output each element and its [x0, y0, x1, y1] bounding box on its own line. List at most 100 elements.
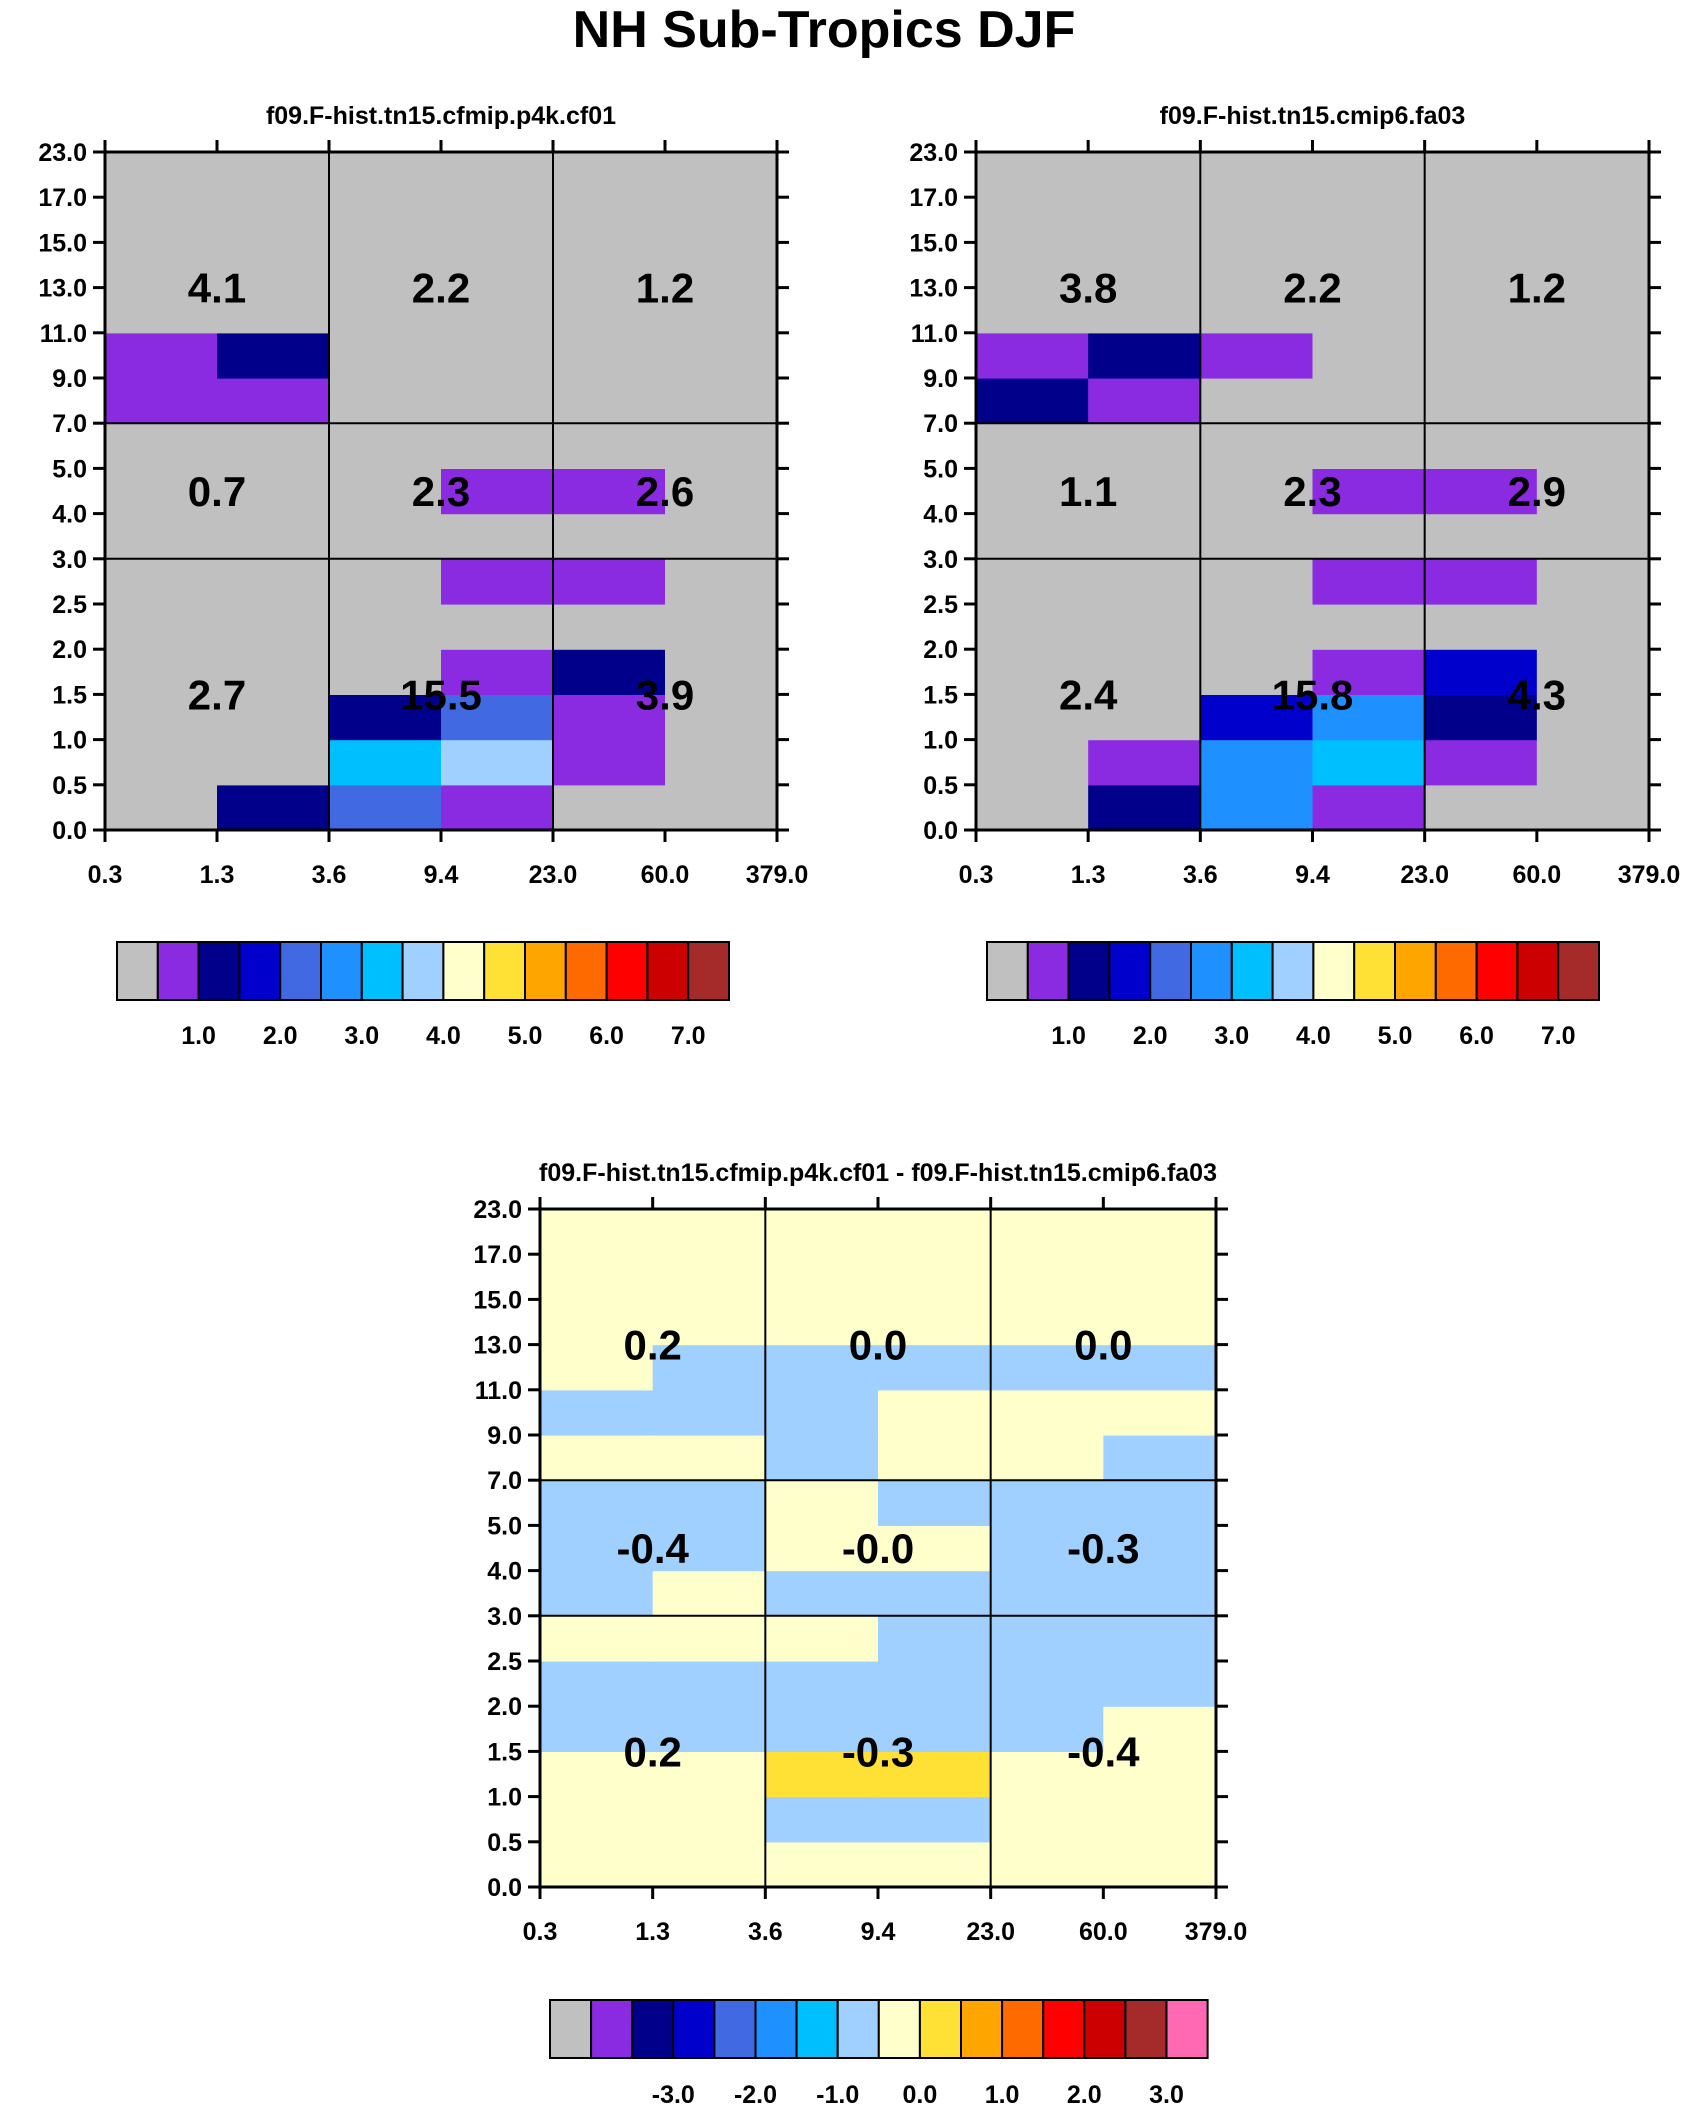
- heatmap-cell: [553, 468, 666, 515]
- colorbar-box: [524, 941, 567, 1001]
- heatmap-cell: [441, 513, 554, 560]
- heatmap-cell: [765, 1209, 879, 1255]
- region-value-label: 0.2: [623, 1322, 681, 1369]
- colorbar-label: 1.0: [1051, 1022, 1086, 1050]
- heatmap-cell: [441, 604, 554, 650]
- heatmap-cell: [652, 1344, 766, 1391]
- heatmap-cell: [1103, 1570, 1217, 1617]
- heatmap-cell: [878, 1615, 992, 1662]
- y-tick-label: 11.0: [475, 1377, 522, 1405]
- region-value-label: 1.1: [1059, 468, 1117, 515]
- y-tick-label: 4.0: [923, 501, 958, 529]
- figure-title: NH Sub-Tropics DJF: [573, 1, 1076, 59]
- heatmap-cell: [1312, 423, 1426, 469]
- colorbar-box: [442, 941, 486, 1001]
- heatmap-cell: [105, 558, 218, 605]
- heatmap-cell: [1312, 287, 1426, 334]
- heatmap-cell: [1103, 1706, 1217, 1752]
- heatmap-cell: [329, 332, 442, 379]
- y-tick-label: 1.0: [923, 727, 958, 755]
- heatmap-cell: [1312, 152, 1426, 198]
- heatmap-cell: [990, 1841, 1104, 1888]
- colorbar-box: [197, 941, 241, 1001]
- panels: f09.F-hist.tn15.cfmip.p4k.cf01 2.7 15.5 3.9…: [38, 102, 1680, 2109]
- heatmap-cell: [1536, 378, 1650, 424]
- colorbar-box: [918, 1999, 963, 2059]
- y-tick-label: 7.0: [487, 1467, 522, 1495]
- y-tick-label: 13.0: [909, 275, 958, 303]
- heatmap-cell: [217, 649, 330, 695]
- heatmap-cell: [441, 649, 554, 695]
- colorbar-box: [590, 1999, 634, 2059]
- heatmap-cell: [441, 378, 554, 424]
- region-value-label: 2.6: [636, 468, 694, 515]
- heatmap-cell: [217, 378, 330, 424]
- heatmap-cell: [1536, 468, 1650, 515]
- heatmap-cell: [990, 1570, 1104, 1617]
- heatmap-cell: [765, 1525, 879, 1572]
- y-tick-label: 3.0: [923, 546, 958, 574]
- heatmap-cell: [441, 197, 554, 243]
- heatmap-cell: [976, 649, 1089, 695]
- colorbar-box: [877, 1999, 921, 2059]
- heatmap-cell: [553, 558, 666, 605]
- heatmap-cell: [1088, 604, 1201, 650]
- colorbar-box: [986, 941, 1029, 1001]
- heatmap-cell: [1312, 784, 1426, 831]
- heatmap-cell: [441, 784, 554, 831]
- heatmap-cell: [652, 1751, 766, 1798]
- region-value-label: 15.8: [1272, 671, 1354, 718]
- heatmap-cell: [553, 694, 666, 741]
- heatmap-cell: [1312, 649, 1426, 695]
- x-tick-label: 379.0: [1185, 1918, 1248, 1946]
- region-value-label: 1.2: [1508, 265, 1566, 312]
- region-value-label: -0.4: [616, 1525, 689, 1572]
- heatmap-cell: [1424, 739, 1538, 786]
- heatmap-cell: [1312, 513, 1426, 560]
- heatmap-cell: [1103, 1796, 1217, 1843]
- heatmap-cell: [1088, 332, 1201, 379]
- heatmap-cell: [665, 604, 778, 650]
- heatmap-cell: [217, 604, 330, 650]
- y-tick-label: 15.0: [909, 229, 958, 257]
- heatmap-cell: [1536, 784, 1650, 831]
- x-tick-label: 60.0: [1079, 1918, 1128, 1946]
- region-value-label: 0.0: [1074, 1322, 1132, 1369]
- y-tick-label: 17.0: [909, 184, 958, 212]
- heatmap-cell: [329, 739, 442, 786]
- heatmap-cell: [665, 152, 778, 198]
- heatmap-cell: [878, 1209, 992, 1255]
- heatmap-cell: [217, 423, 330, 469]
- colorbar-label: 1.0: [181, 1022, 216, 1050]
- y-tick-label: 5.0: [487, 1512, 522, 1540]
- colorbar-box: [1067, 941, 1111, 1001]
- heatmap-cell: [990, 1751, 1104, 1798]
- heatmap-cell: [1312, 694, 1426, 741]
- heatmap-cell: [1088, 378, 1201, 424]
- colorbar-box: [279, 941, 323, 1001]
- colorbar-box: [1230, 941, 1274, 1001]
- heatmap-cell: [976, 558, 1089, 605]
- y-tick-label: 2.5: [923, 591, 958, 619]
- heatmap-cell: [1200, 378, 1314, 424]
- heatmap-cell: [990, 1389, 1104, 1436]
- heatmap-cell: [217, 152, 330, 198]
- heatmap-cell: [990, 1435, 1104, 1481]
- heatmap-cell: [1536, 739, 1650, 786]
- heatmap-cell: [553, 513, 666, 560]
- heatmap-cell: [540, 1435, 654, 1481]
- heatmap-cell: [652, 1706, 766, 1752]
- y-tick-label: 23.0: [473, 1196, 522, 1224]
- x-tick-label: 0.3: [959, 861, 994, 889]
- heatmap-cell: [553, 242, 666, 289]
- heatmap-cell: [217, 513, 330, 560]
- colorbar-label: 0.0: [903, 2081, 938, 2109]
- heatmap-cell: [665, 784, 778, 831]
- colorbar-label: 3.0: [344, 1022, 379, 1050]
- colorbar-label: 3.0: [1214, 1022, 1249, 1050]
- heatmap-cell: [665, 513, 778, 560]
- heatmap-cell: [1536, 197, 1650, 243]
- heatmap-cell: [1536, 558, 1650, 605]
- heatmap-cell: [217, 558, 330, 605]
- colorbar-box: [238, 941, 282, 1001]
